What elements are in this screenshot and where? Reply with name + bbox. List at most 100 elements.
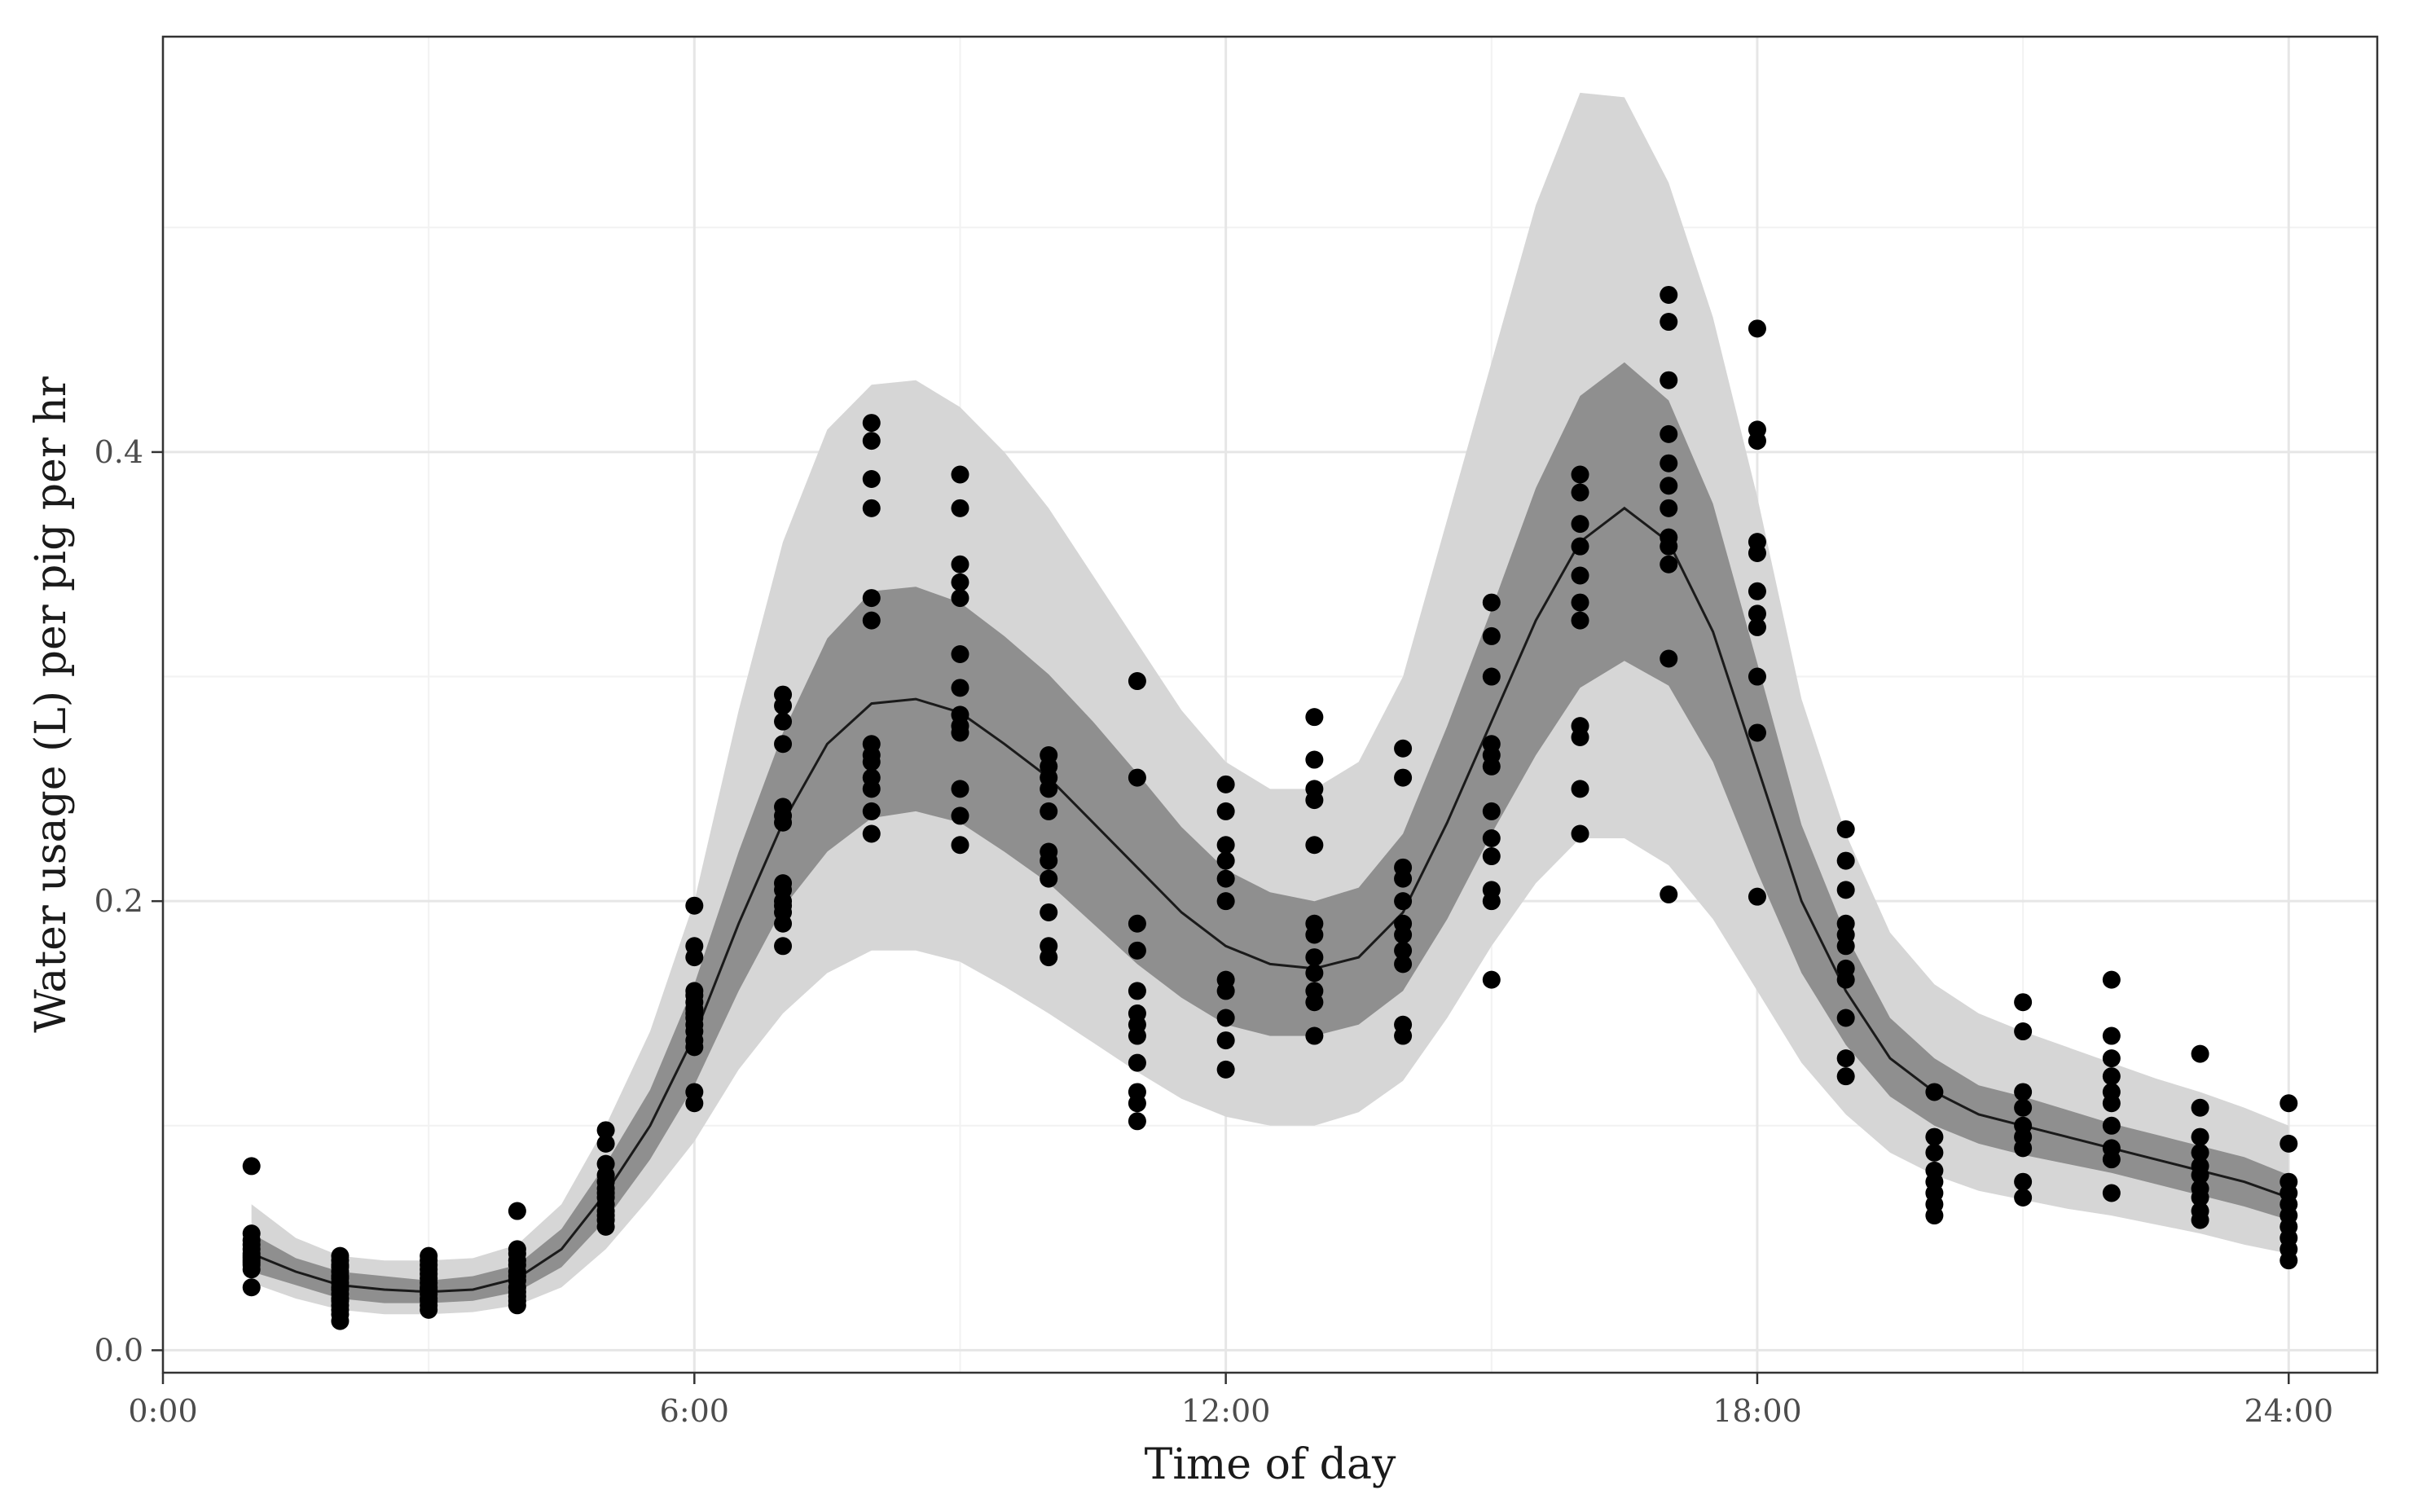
data-point <box>685 1094 704 1113</box>
data-point <box>1571 483 1589 502</box>
data-point <box>1660 555 1678 574</box>
data-point <box>1305 993 1324 1012</box>
data-point <box>2014 1189 2033 1207</box>
data-point <box>1836 851 1855 870</box>
data-point <box>1394 768 1413 787</box>
data-point <box>1040 903 1058 921</box>
data-point <box>1128 1053 1146 1072</box>
data-point <box>1216 836 1235 855</box>
data-point <box>2102 970 2121 989</box>
data-point <box>1216 892 1235 911</box>
data-point <box>1305 948 1324 967</box>
data-point <box>862 802 881 820</box>
y-tick-label: 0.0 <box>95 1332 143 1368</box>
data-point <box>2014 1098 2033 1117</box>
data-point <box>1216 775 1235 793</box>
data-point <box>1040 780 1058 798</box>
data-point <box>862 824 881 843</box>
data-point <box>1040 802 1058 820</box>
data-point <box>1836 1067 1855 1086</box>
data-point <box>1305 750 1324 769</box>
data-point <box>596 1121 615 1140</box>
data-point <box>774 697 793 715</box>
data-point <box>2191 1166 2209 1185</box>
data-point <box>1216 869 1235 888</box>
data-point <box>1571 824 1589 843</box>
data-point <box>951 555 969 574</box>
data-point <box>1482 892 1501 911</box>
data-point <box>1836 970 1855 989</box>
data-point <box>1571 537 1589 556</box>
data-point <box>685 896 704 915</box>
data-point <box>1216 1060 1235 1079</box>
data-point <box>1660 477 1678 495</box>
data-point <box>774 813 793 832</box>
data-point <box>1660 885 1678 903</box>
data-point <box>1128 768 1146 787</box>
data-point <box>508 1202 526 1220</box>
data-point <box>1482 847 1501 866</box>
data-point <box>1748 604 1766 623</box>
data-point <box>1571 515 1589 534</box>
data-point <box>1394 925 1413 944</box>
data-point <box>1482 970 1501 989</box>
data-point <box>1482 667 1501 686</box>
data-point <box>951 465 969 484</box>
data-point <box>774 937 793 956</box>
data-point <box>1571 727 1589 746</box>
data-point <box>1128 1094 1146 1113</box>
data-point <box>2102 1049 2121 1068</box>
y-axis-ticks: 0.0 0.2 0.4 <box>95 434 163 1368</box>
data-point <box>951 589 969 608</box>
data-point <box>2014 993 2033 1012</box>
data-point <box>1305 708 1324 727</box>
data-point <box>1925 1127 1944 1146</box>
data-point <box>2191 1044 2209 1063</box>
data-point <box>1305 1026 1324 1045</box>
data-point <box>1482 802 1501 820</box>
data-point <box>2280 1134 2298 1153</box>
outer-interval-band <box>251 92 2289 1315</box>
data-point <box>685 1038 704 1057</box>
data-point <box>1748 618 1766 636</box>
data-point <box>862 469 881 488</box>
data-point <box>951 573 969 591</box>
data-point <box>1748 667 1766 686</box>
data-point <box>1660 499 1678 517</box>
data-point <box>774 712 793 731</box>
data-point <box>1394 869 1413 888</box>
data-point <box>1040 948 1058 967</box>
data-point <box>1836 881 1855 899</box>
x-tick-label: 0:00 <box>128 1393 197 1429</box>
x-axis-title: Time of day <box>1145 1440 1396 1489</box>
data-point <box>2191 1127 2209 1146</box>
data-point <box>1748 723 1766 742</box>
y-tick-label: 0.4 <box>95 434 143 470</box>
data-point <box>1216 851 1235 870</box>
data-point <box>862 753 881 771</box>
data-point <box>1216 802 1235 820</box>
data-point <box>2191 1211 2209 1229</box>
data-point <box>862 414 881 433</box>
data-point <box>1394 941 1413 960</box>
data-point <box>1660 371 1678 389</box>
data-point <box>1216 982 1235 1000</box>
data-point <box>1571 780 1589 798</box>
data-point <box>1748 582 1766 600</box>
data-point <box>951 807 969 825</box>
data-point <box>1128 1112 1146 1131</box>
data-point <box>862 780 881 798</box>
data-point <box>1925 1207 1944 1225</box>
data-point <box>2014 1139 2033 1158</box>
x-tick-label: 24:00 <box>2244 1393 2334 1429</box>
plot-border <box>161 35 2379 1374</box>
data-point <box>1836 1049 1855 1068</box>
x-tick-label: 6:00 <box>660 1393 729 1429</box>
data-point <box>951 723 969 742</box>
data-point <box>1394 739 1413 758</box>
data-point <box>2102 1150 2121 1169</box>
data-point <box>2102 1067 2121 1086</box>
data-point <box>2014 1083 2033 1101</box>
